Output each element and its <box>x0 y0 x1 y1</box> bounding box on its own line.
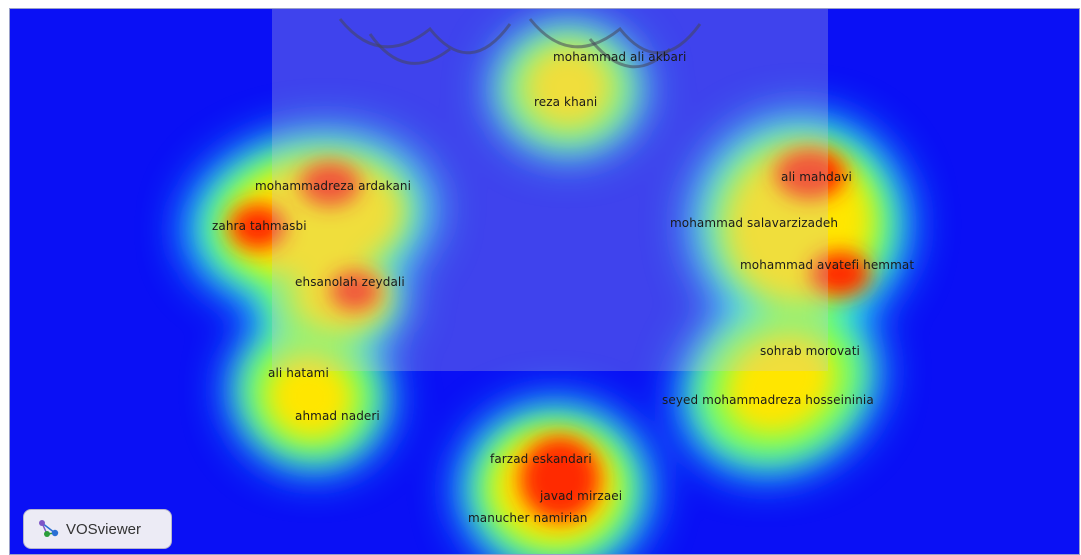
density-blob <box>300 162 360 206</box>
density-peak-layer <box>230 149 870 521</box>
node-label[interactable]: mohammad ali akbari <box>553 50 687 64</box>
node-label[interactable]: sohrab morovati <box>760 344 860 358</box>
vosviewer-logo-icon <box>39 520 59 537</box>
density-blob <box>810 252 870 296</box>
density-map-canvas[interactable]: mohammad ali akbari reza khani mohammadr… <box>9 8 1080 555</box>
density-heatmap <box>184 18 910 554</box>
node-label[interactable]: ali hatami <box>268 366 329 380</box>
node-label[interactable]: reza khani <box>534 95 598 109</box>
watermark-overlay <box>272 9 828 371</box>
vosviewer-logo-button[interactable]: VOSviewer <box>23 509 172 549</box>
density-blob <box>268 356 352 438</box>
density-blob <box>520 437 600 521</box>
density-blob <box>775 149 845 199</box>
watermark-logo <box>338 18 702 69</box>
density-blob <box>330 271 380 311</box>
density-blob <box>230 205 286 249</box>
density-blob <box>727 336 833 432</box>
node-label[interactable]: manucher namirian <box>468 511 588 525</box>
node-label[interactable]: seyed mohammadreza hosseininia <box>662 393 874 407</box>
node-label[interactable]: zahra tahmasbi <box>212 219 307 233</box>
node-label[interactable]: ehsanolah zeydali <box>295 275 405 289</box>
node-label[interactable]: ahmad naderi <box>295 409 380 423</box>
node-label[interactable]: mohammad salavarzizadeh <box>670 216 839 230</box>
node-label[interactable]: farzad eskandari <box>490 452 592 466</box>
node-label[interactable]: mohammadreza ardakani <box>255 179 412 193</box>
node-label[interactable]: mohammad avatefi hemmat <box>740 258 915 272</box>
vosviewer-logo-text: VOSviewer <box>66 520 142 538</box>
node-label[interactable]: ali mahdavi <box>781 170 852 184</box>
density-blob <box>528 49 608 125</box>
node-label[interactable]: javad mirzaei <box>540 489 623 503</box>
